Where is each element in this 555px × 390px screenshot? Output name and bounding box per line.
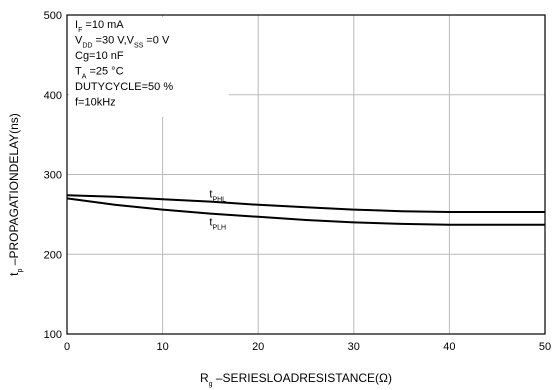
condition-line: VDD =30 V,VSS =0 V — [75, 35, 170, 50]
series-lines — [66, 194, 545, 226]
condition-line: DUTYCYCLE=50 % — [75, 81, 173, 93]
text-rest: =10 mA — [82, 19, 124, 31]
series-line — [66, 194, 545, 213]
text-rest: =30 V,V — [92, 35, 134, 47]
text-rest: –SERIESLOADRESISTANCE(Ω) — [213, 371, 392, 385]
x-tick-label: 10 — [156, 341, 168, 353]
text-main: t — [209, 189, 212, 201]
text-subscript: p — [17, 268, 24, 272]
x-axis-label: Rg –SERIESLOADRESISTANCE(Ω) — [200, 371, 392, 388]
text-subscript-2: SS — [134, 42, 144, 49]
condition-line: f=10kHz — [75, 97, 116, 109]
text-subscript: DD — [82, 42, 92, 49]
text-main: I — [75, 19, 78, 31]
text-main: Cg=10 nF — [75, 50, 124, 62]
text-subscript: A — [82, 73, 87, 80]
y-tick-label: 400 — [44, 90, 62, 102]
series-label: tPHL — [209, 189, 226, 204]
condition-line: TA =25 °C — [75, 66, 124, 81]
x-tick-label: 0 — [64, 341, 70, 353]
x-tick-label: 50 — [539, 341, 551, 353]
text-main: R — [200, 371, 209, 385]
text-rest: =25 °C — [86, 66, 123, 78]
text-main: f=10kHz — [75, 97, 116, 109]
condition-line: IF =10 mA — [75, 19, 124, 34]
conditions-box-background — [69, 17, 229, 117]
y-tick-labels: 100 200 300 400 500 — [44, 10, 62, 341]
x-tick-labels: 0 10 20 30 40 50 — [64, 341, 551, 353]
condition-line: Cg=10 nF — [75, 50, 124, 62]
y-tick-label: 100 — [44, 329, 62, 341]
x-tick-label: 40 — [443, 341, 455, 353]
text-subscript: PLH — [212, 224, 226, 231]
y-tick-label: 200 — [44, 249, 62, 261]
text-main: V — [75, 35, 83, 47]
x-tick-label: 20 — [252, 341, 264, 353]
y-tick-label: 500 — [44, 10, 62, 22]
text-main: t — [209, 217, 212, 229]
series-label: tPLH — [209, 217, 226, 232]
text-rest-2: =0 V — [143, 35, 170, 47]
y-axis-label: tp –PROPAGATIONDELAY(ns) — [7, 113, 24, 276]
series-line — [66, 197, 545, 226]
y-tick-label: 300 — [44, 170, 62, 182]
text-subscript: g — [209, 381, 213, 388]
text-main: T — [75, 66, 82, 78]
x-tick-label: 30 — [348, 341, 360, 353]
text-subscript: F — [78, 27, 82, 34]
text-subscript: PHL — [212, 196, 226, 203]
text-main: t — [7, 272, 21, 276]
text-rest: –PROPAGATIONDELAY(ns) — [7, 113, 21, 268]
plot-frame — [66, 14, 546, 335]
text-main: DUTYCYCLE=50 % — [75, 81, 173, 93]
